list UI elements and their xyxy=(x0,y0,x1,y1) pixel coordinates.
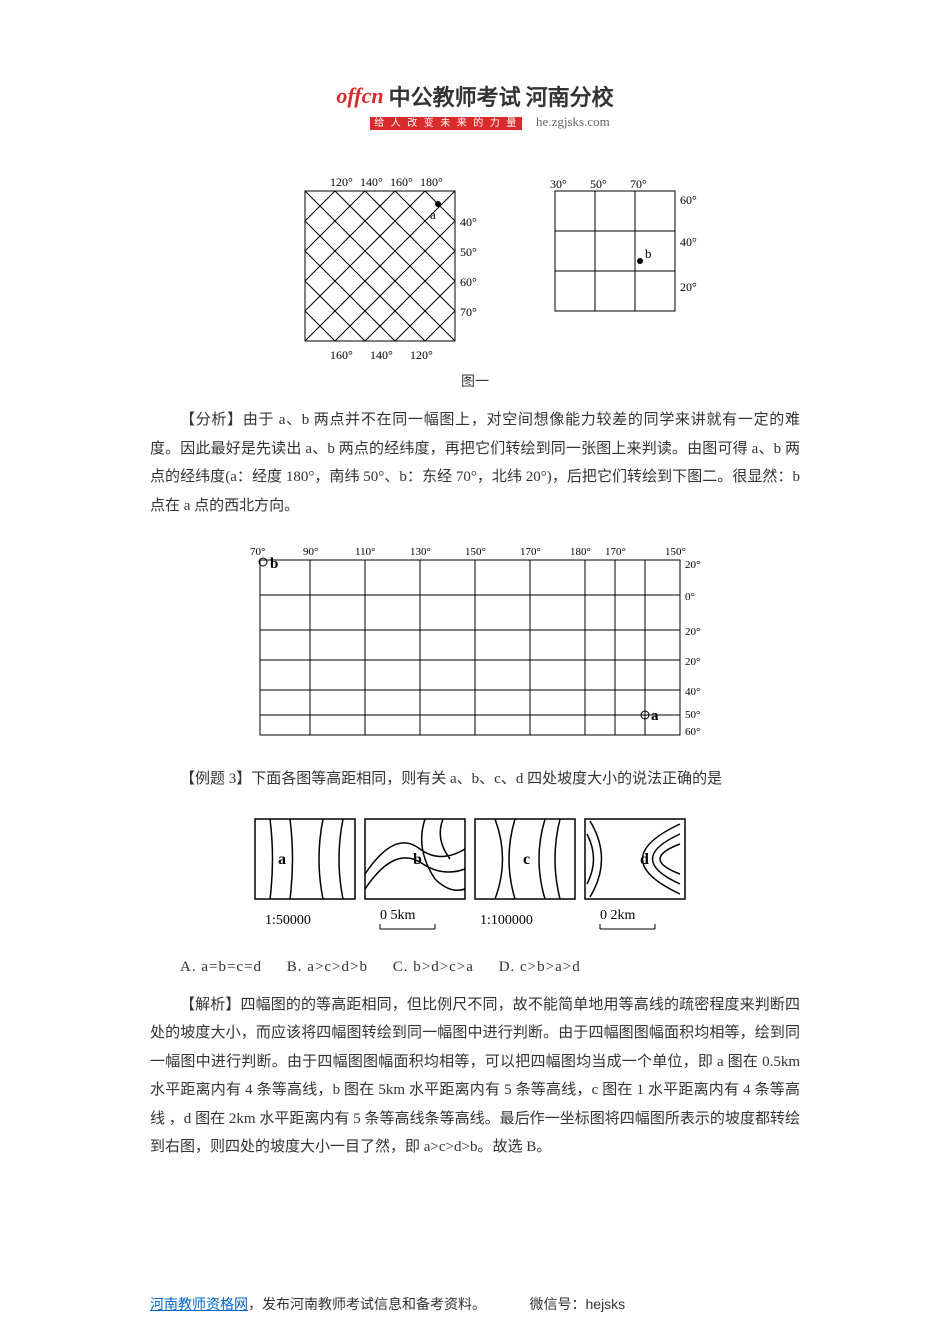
svg-text:160°: 160° xyxy=(390,175,413,189)
svg-text:70°: 70° xyxy=(630,177,647,191)
svg-text:0 2km: 0 2km xyxy=(600,908,636,923)
svg-text:140°: 140° xyxy=(360,175,383,189)
option-b: B. a>c>d>b xyxy=(287,959,368,975)
svg-text:30°: 30° xyxy=(550,177,567,191)
svg-text:120°: 120° xyxy=(330,175,353,189)
svg-text:1:50000: 1:50000 xyxy=(265,913,311,928)
svg-text:110°: 110° xyxy=(355,546,376,558)
svg-text:180°: 180° xyxy=(570,546,591,558)
svg-text:20°: 20° xyxy=(680,280,697,294)
svg-text:70°: 70° xyxy=(460,305,477,319)
logo-branch: 河南分校 xyxy=(526,80,614,112)
svg-text:140°: 140° xyxy=(370,348,393,361)
svg-text:150°: 150° xyxy=(665,546,686,558)
svg-text:0 5km: 0 5km xyxy=(380,908,416,923)
svg-text:50°: 50° xyxy=(685,709,700,721)
svg-text:b: b xyxy=(645,246,652,261)
logo-url: he.zgjsks.com xyxy=(536,114,610,129)
option-d: D. c>b>a>d xyxy=(499,959,581,975)
svg-text:0°: 0° xyxy=(685,591,695,603)
analysis-3: 【解析】四幅图的的等高距相同，但比例尺不同，故不能简单地用等高线的疏密程度来判断… xyxy=(150,991,800,1162)
figure-1-svg: 120° 140° 160° 180° 40° 50° 60° 70° 160°… xyxy=(245,161,705,361)
svg-text:20°: 20° xyxy=(685,656,700,668)
svg-text:1:100000: 1:100000 xyxy=(480,913,533,928)
svg-text:d: d xyxy=(640,851,649,868)
svg-text:60°: 60° xyxy=(680,193,697,207)
figure-1-label: 图一 xyxy=(150,371,800,391)
svg-text:170°: 170° xyxy=(605,546,626,558)
figure-3: a 1:50000 b 0 5km c 1:100000 xyxy=(150,809,800,944)
option-c: C. b>d>c>a xyxy=(393,959,474,975)
svg-text:20°: 20° xyxy=(685,559,700,571)
figure-3-svg: a 1:50000 b 0 5km c 1:100000 xyxy=(235,809,715,939)
logo-en: offcn xyxy=(336,83,383,109)
svg-text:b: b xyxy=(413,851,422,868)
svg-text:70°: 70° xyxy=(250,546,265,558)
svg-text:40°: 40° xyxy=(460,215,477,229)
svg-text:b: b xyxy=(270,556,278,572)
svg-text:50°: 50° xyxy=(590,177,607,191)
figure-2: 70° 90° 110° 130° 150° 170° 180° 170° 15… xyxy=(150,535,800,750)
footer-wechat: 微信号：hejsks xyxy=(530,1298,626,1313)
logo-slogan: 给 人 改 变 未 来 的 力 量 xyxy=(370,117,522,130)
svg-text:120°: 120° xyxy=(410,348,433,361)
svg-text:50°: 50° xyxy=(460,245,477,259)
figure-2-svg: 70° 90° 110° 130° 150° 170° 180° 170° 15… xyxy=(225,535,725,745)
logo-sub-row: 给 人 改 变 未 来 的 力 量 he.zgjsks.com xyxy=(180,114,800,131)
svg-text:40°: 40° xyxy=(685,686,700,698)
svg-text:a: a xyxy=(651,708,659,724)
svg-text:a: a xyxy=(278,851,286,868)
svg-text:170°: 170° xyxy=(520,546,541,558)
svg-text:150°: 150° xyxy=(465,546,486,558)
svg-text:160°: 160° xyxy=(330,348,353,361)
svg-text:180°: 180° xyxy=(420,175,443,189)
svg-text:60°: 60° xyxy=(460,275,477,289)
svg-text:90°: 90° xyxy=(303,546,318,558)
svg-text:60°: 60° xyxy=(685,726,700,738)
figure-1: 120° 140° 160° 180° 40° 50° 60° 70° 160°… xyxy=(150,161,800,391)
svg-text:c: c xyxy=(523,851,530,868)
example-3-title: 【例题 3】下面各图等高距相同，则有关 a、b、c、d 四处坡度大小的说法正确的… xyxy=(150,765,800,794)
footer-link[interactable]: 河南教师资格网 xyxy=(150,1298,248,1313)
options-row: A. a=b=c=d B. a>c>d>b C. b>d>c>a D. c>b>… xyxy=(150,959,800,976)
svg-text:40°: 40° xyxy=(680,235,697,249)
logo-cn: 中公教师考试 xyxy=(389,80,521,112)
analysis-1: 【分析】由于 a、b 两点并不在同一幅图上，对空间想像能力较差的同学来讲就有一定… xyxy=(150,406,800,520)
option-a: A. a=b=c=d xyxy=(180,959,262,975)
page-footer: 河南教师资格网，发布河南教师考试信息和备考资料。 微信号：hejsks xyxy=(150,1294,625,1314)
footer-suffix: ，发布河南教师考试信息和备考资料。 xyxy=(248,1298,486,1313)
svg-text:130°: 130° xyxy=(410,546,431,558)
svg-text:20°: 20° xyxy=(685,626,700,638)
logo-header: offcn 中公教师考试 河南分校 xyxy=(150,80,800,112)
svg-text:a: a xyxy=(430,207,436,222)
